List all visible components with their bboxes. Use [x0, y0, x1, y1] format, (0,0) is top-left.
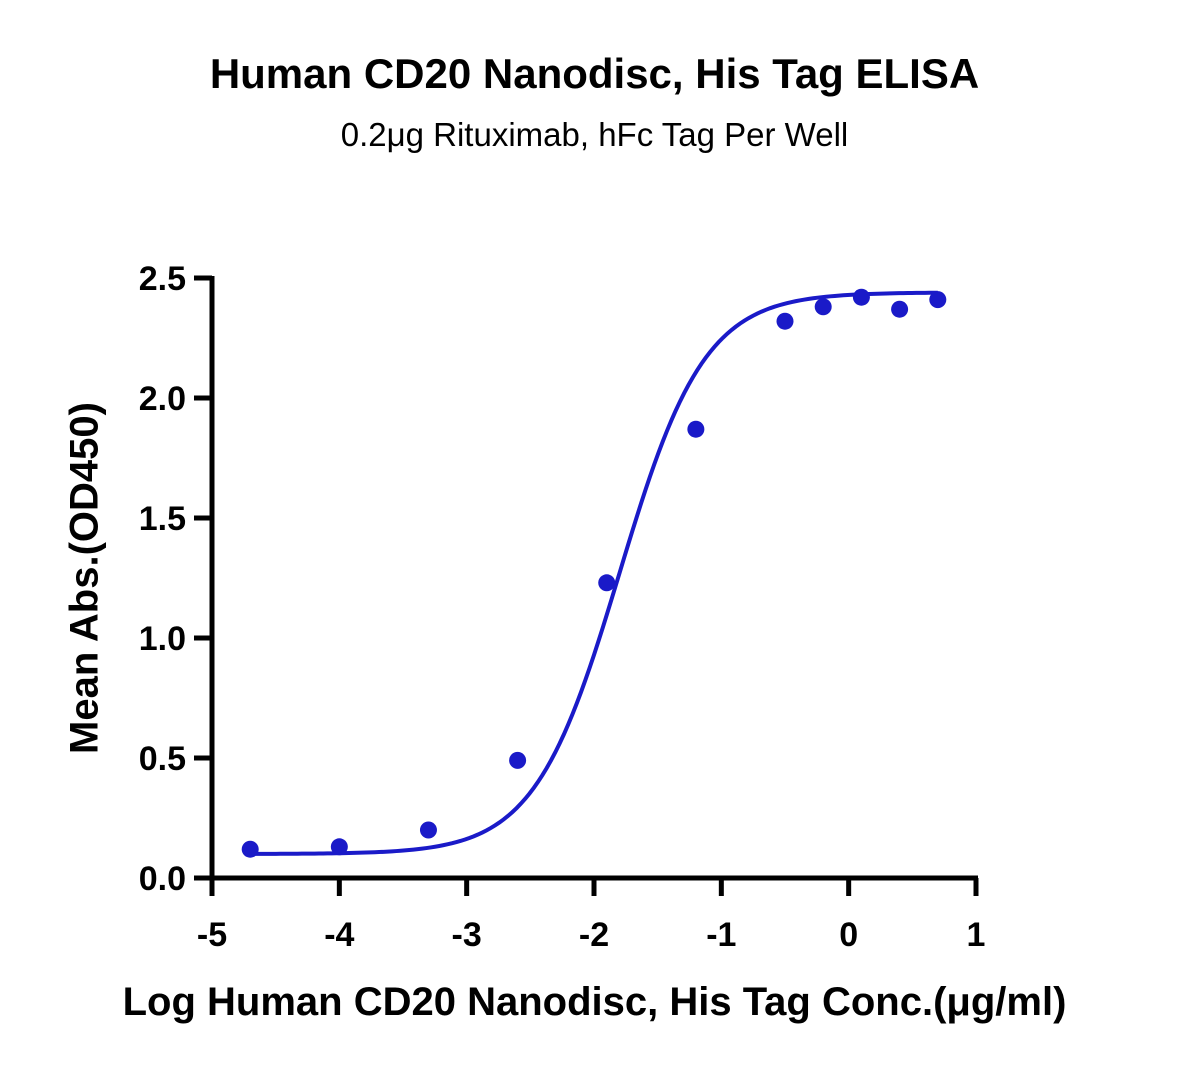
data-point [776, 312, 794, 330]
data-point [891, 300, 909, 318]
axes: 0.0 0.5 1.0 1.5 2.0 2.5 -5 -4 -3 -2 -1 0 1 [139, 260, 986, 954]
x-axis-label: Log Human CD20 Nanodisc, His Tag Conc.(μ… [122, 980, 1067, 1024]
x-tick-label: 1 [967, 916, 986, 954]
y-tick-label: 0.5 [139, 740, 186, 778]
x-tick-label: -2 [579, 916, 609, 954]
data-point [509, 751, 527, 769]
y-tick-label: 2.0 [139, 380, 186, 418]
x-tick-label: 0 [839, 916, 858, 954]
data-point [929, 291, 947, 309]
x-tick-label: -4 [324, 916, 354, 954]
data-point [687, 420, 705, 438]
series-layer [241, 288, 947, 858]
y-tick-label: 2.5 [139, 260, 186, 298]
data-point [330, 838, 348, 856]
y-tick-label: 1.5 [139, 500, 186, 538]
x-tick-label: -5 [197, 916, 227, 954]
data-point [598, 574, 616, 592]
data-point [852, 288, 870, 306]
x-tick-label: -3 [452, 916, 482, 954]
chart-subtitle: 0.2μg Rituximab, hFc Tag Per Well [340, 116, 849, 153]
y-tick-label: 1.0 [139, 620, 186, 658]
data-point [419, 821, 437, 839]
data-point [814, 298, 832, 316]
fit-curve [250, 290, 938, 856]
chart-title: Human CD20 Nanodisc, His Tag ELISA [209, 50, 980, 97]
x-tick-label: -1 [706, 916, 736, 954]
data-point [241, 840, 259, 858]
y-tick-label: 0.0 [139, 860, 186, 898]
